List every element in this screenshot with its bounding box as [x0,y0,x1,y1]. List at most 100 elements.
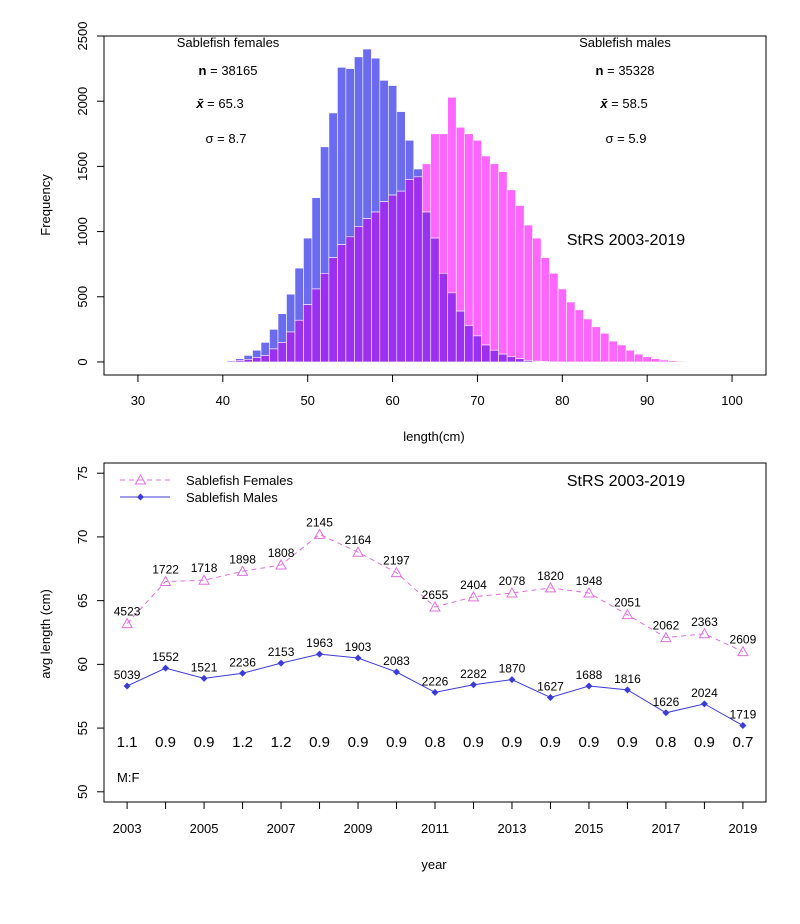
female-bar [455,126,466,312]
overlap-bar [515,358,525,363]
male-count-label: 2282 [460,667,487,681]
overlap-bar [489,349,499,363]
male-count-label: 2236 [229,655,256,669]
male-mean-symbol: x̄ [599,96,608,111]
overlap-bar [421,211,432,363]
overlap-bar [455,310,466,363]
female-bar [600,332,610,363]
female-n-symbol: n [199,63,207,78]
y-tick-label: 2500 [75,22,90,51]
sex-ratio-value: 1.2 [271,734,292,751]
sex-ratio-value: 0.9 [194,734,215,751]
male-point [277,659,285,667]
female-point [621,608,634,620]
female-point [544,581,557,593]
female-count-label: 1820 [537,569,564,583]
female-bar [464,133,474,326]
male-bar [294,267,304,321]
avg-length-line-chart: 2003 2005 2007 2009 2011 2013 2015 2017 2019 505… [38,462,767,872]
female-count-label: 2363 [691,615,718,629]
overlap-bar [371,211,381,363]
overlap-bar [235,360,245,363]
y-tick-label: 50 [75,785,90,799]
overlap-bar [464,325,474,363]
male-point [123,682,131,690]
male-legend-label: Sablefish Males [186,490,278,505]
female-bar [574,309,584,363]
female-count-label: 4523 [114,605,141,619]
female-bar [447,96,457,294]
histogram-x-label: length(cm) [403,429,464,444]
female-bar [506,189,516,358]
female-bar [430,133,440,239]
male-count-label: 1719 [730,708,757,722]
female-count-label: 2404 [460,578,487,592]
sex-ratio-value: 0.9 [309,734,330,751]
line-y-label: avg length (cm) [38,589,53,679]
overlap-bar [320,272,330,363]
female-n-value: 38165 [221,63,257,78]
male-point [239,669,247,677]
overlap-bar [354,226,364,363]
sex-ratio-value: 0.8 [656,734,677,751]
female-mean-value: 65.3 [218,96,243,111]
male-bar [328,112,338,258]
female-bar [651,358,661,363]
y-tick-label: 70 [75,530,90,544]
female-point [583,586,595,598]
female-point [121,617,133,629]
length-histogram: 30 40 50 60 70 80 90 100 0 500 1000 1500 2000 2500 l… [38,22,767,444]
male-count-label: 1627 [537,679,564,693]
y-tick-label: 60 [75,657,90,671]
female-count-label: 1718 [191,561,218,575]
overlap-bar [337,244,347,363]
overlap-bar [226,360,236,363]
overlap-bar [311,288,321,363]
female-bar [489,163,499,351]
male-point [162,664,170,672]
x-tick-label: 50 [300,393,314,408]
male-legend-title: Sablefish males [579,35,671,50]
histogram-x-axis: 30 40 50 60 70 80 90 100 [131,375,743,408]
overlap-bar [328,257,338,363]
female-bar [549,272,559,363]
female-point [467,590,480,602]
male-bar [379,80,389,202]
male-sd-symbol: σ [606,131,614,146]
x-tick-label: 2007 [267,821,296,836]
female-count-label: 2609 [730,633,757,647]
x-tick-label: 2019 [728,821,757,836]
female-bar [532,237,542,362]
male-bar [252,349,262,358]
sex-ratio-value: 0.9 [348,734,369,751]
x-tick-label: 40 [216,393,230,408]
sex-ratio-label: M:F [117,770,139,785]
female-bar [540,257,550,362]
female-bar [617,344,627,363]
male-mean-value: 58.5 [622,96,647,111]
overlap-bar [430,237,440,363]
female-point [198,574,210,585]
male-bar [362,48,372,219]
male-point [585,682,593,690]
y-tick-label: 0 [75,358,90,365]
female-bar [438,133,449,274]
sex-ratio-value: 0.9 [617,734,638,751]
male-bar [311,197,321,290]
overlap-bar [260,355,270,363]
sex-ratio-value: 0.9 [386,734,407,751]
overlap-bar [277,342,287,363]
y-tick-label: 1000 [75,217,90,246]
sex-ratio-value: 0.9 [579,734,600,751]
line-legend: Sablefish Females Sablefish Males [120,473,293,505]
x-tick-label: 90 [640,393,654,408]
female-bar [523,224,533,361]
x-tick-label: 2017 [651,821,680,836]
overlap-bar [294,319,304,363]
x-tick-label: 2011 [421,821,449,836]
female-count-label: 2051 [614,596,641,610]
male-bar [303,237,313,305]
female-point [660,631,672,643]
male-bar [345,68,355,238]
male-count-label: 1688 [576,668,603,682]
